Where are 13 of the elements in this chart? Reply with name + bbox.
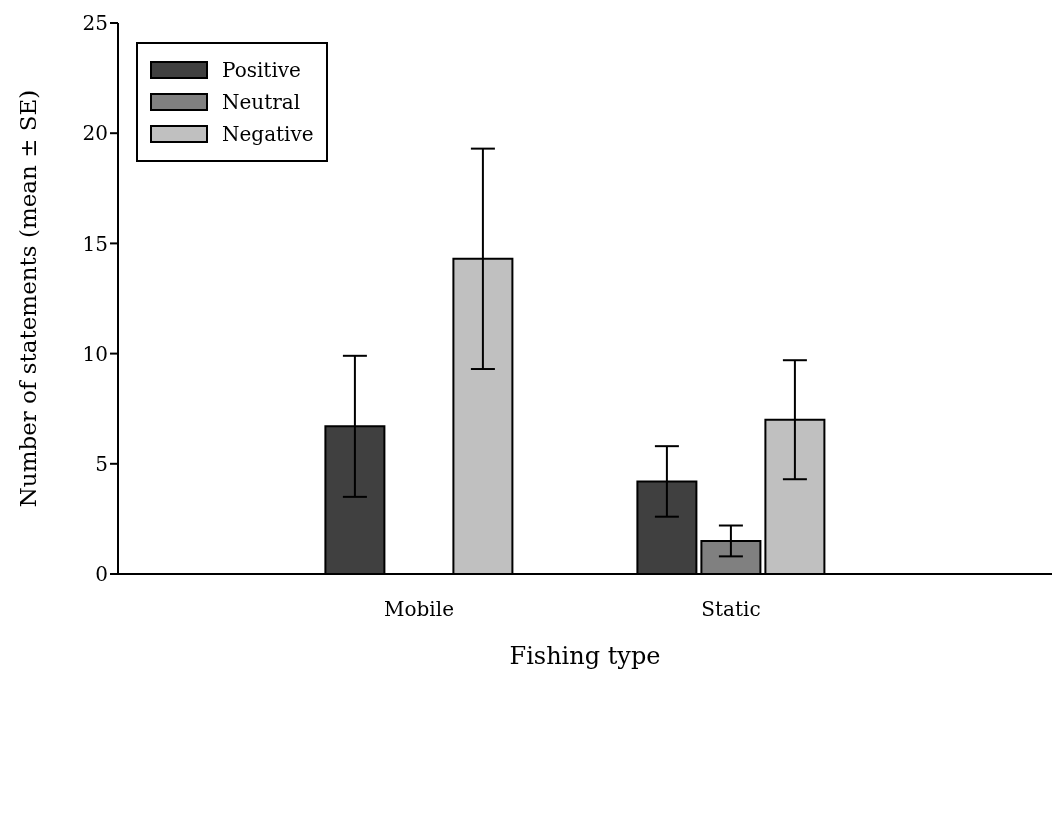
y-tick-label: 5 — [95, 451, 108, 476]
y-tick-label: 15 — [82, 231, 108, 256]
y-axis-title: Number of statements (mean ± SE) — [15, 89, 41, 508]
y-tick-label: 0 — [95, 562, 108, 587]
y-tick-label: 10 — [82, 341, 108, 366]
legend-label: Negative — [222, 122, 314, 146]
x-axis-title: Fishing type — [509, 642, 661, 670]
y-tick-label: 25 — [82, 11, 108, 36]
y-tick-label: 20 — [82, 121, 108, 146]
x-tick-label: Static — [701, 597, 761, 622]
legend-label: Neutral — [222, 90, 301, 114]
legend-label: Positive — [222, 58, 301, 82]
x-tick-label: Mobile — [384, 597, 454, 622]
